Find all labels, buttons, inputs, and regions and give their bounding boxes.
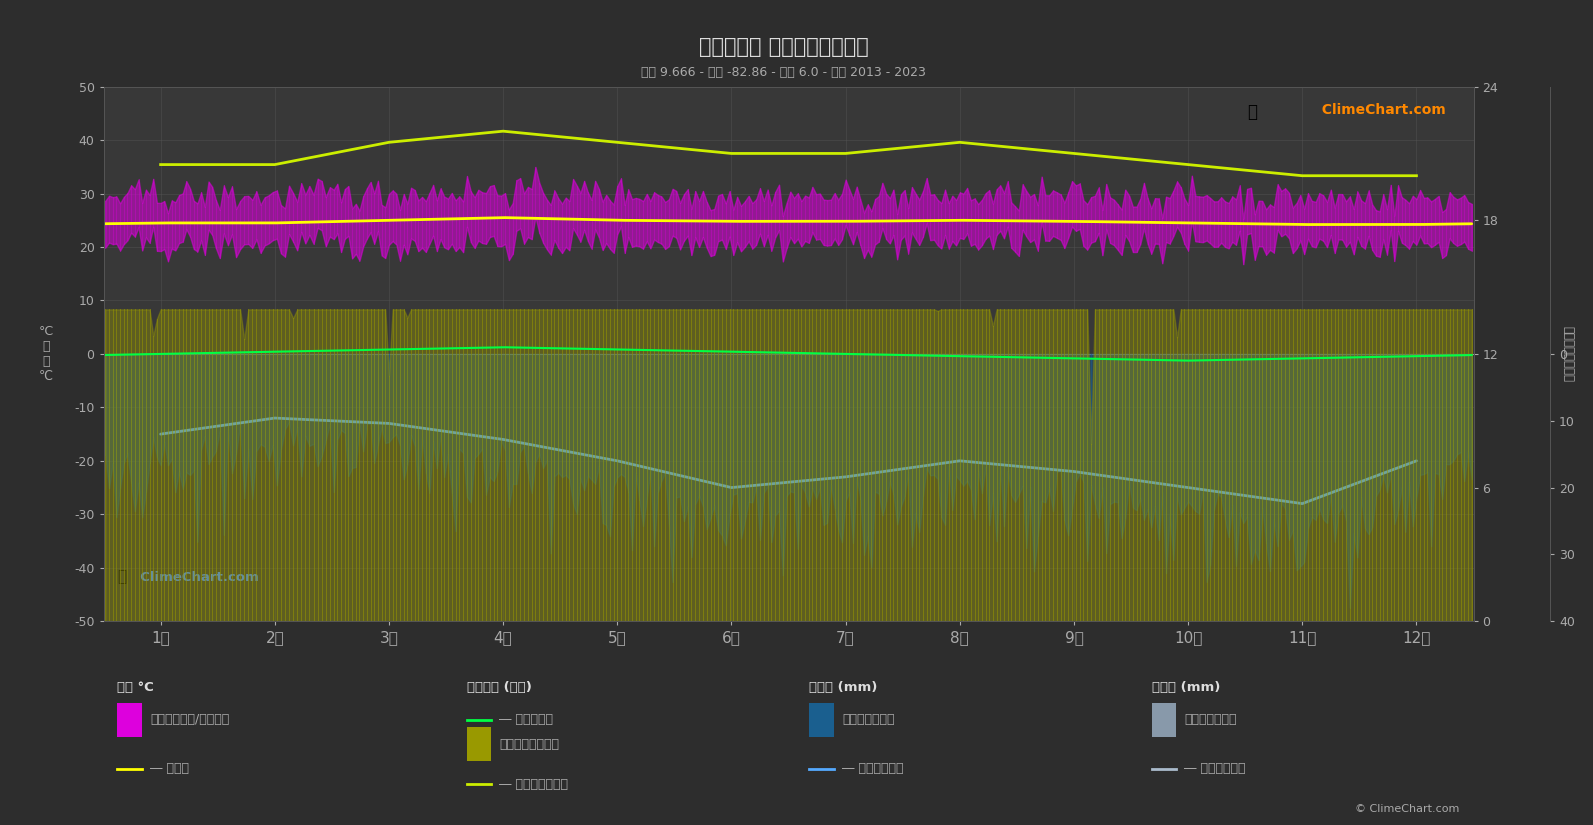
Bar (467, 728, 491, 761)
Y-axis label: °C
気
温
℃: °C 気 温 ℃ (38, 325, 54, 383)
Text: 日ごとの最小/最大範囲: 日ごとの最小/最大範囲 (150, 713, 229, 726)
Text: 気候グラフ タラマンカの旧港: 気候グラフ タラマンカの旧港 (699, 37, 868, 57)
Text: 🌍: 🌍 (118, 568, 126, 584)
Text: © ClimeChart.com: © ClimeChart.com (1356, 804, 1459, 813)
Bar (1152, 703, 1176, 737)
Bar (118, 703, 142, 737)
Text: ClimeChart.com: ClimeChart.com (131, 571, 258, 584)
Text: 日ごとの降雪量: 日ごとの降雪量 (1185, 713, 1236, 726)
Text: ClimeChart.com: ClimeChart.com (1313, 102, 1446, 116)
Text: ― 月平均降雪量: ― 月平均降雪量 (1185, 762, 1246, 776)
Text: ― 日中の時間: ― 日中の時間 (500, 713, 553, 726)
Text: 日照時間 (時間): 日照時間 (時間) (467, 681, 532, 694)
Text: 降雨量 (mm): 降雨量 (mm) (809, 681, 878, 694)
Text: ― 月平均降雨量: ― 月平均降雨量 (843, 762, 903, 776)
Text: ― 月平均: ― 月平均 (150, 762, 190, 776)
Bar (809, 703, 833, 737)
Text: 気温 °C: 気温 °C (118, 681, 155, 694)
Text: 日ごとの降雨量: 日ごとの降雨量 (843, 713, 894, 726)
Text: 🌍: 🌍 (1247, 102, 1257, 120)
Text: ― 月平均日照時間: ― 月平均日照時間 (500, 778, 569, 791)
Text: 日ごとの日照時間: 日ごとの日照時間 (500, 738, 559, 751)
Y-axis label: 日照時間（時間）: 日照時間（時間） (1561, 326, 1574, 382)
Text: 降雪量 (mm): 降雪量 (mm) (1152, 681, 1220, 694)
Text: 緯度 9.666 - 経度 -82.86 - 標高 6.0 - 期間 2013 - 2023: 緯度 9.666 - 経度 -82.86 - 標高 6.0 - 期間 2013 … (642, 66, 926, 79)
